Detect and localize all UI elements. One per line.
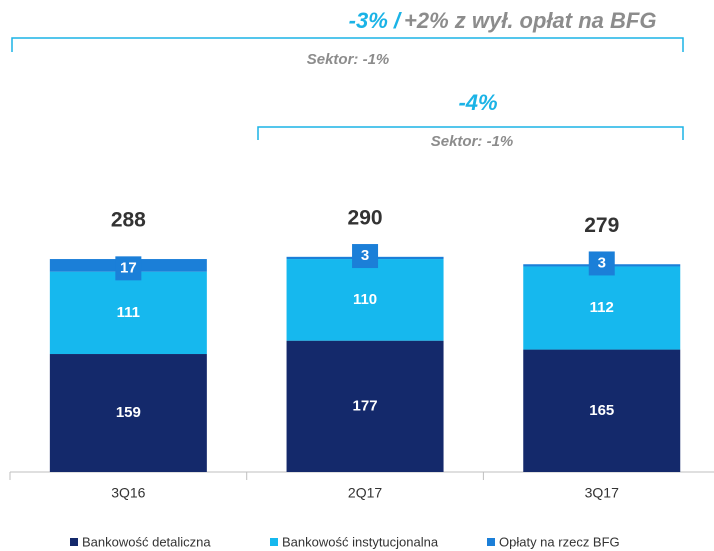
value-label: 17 bbox=[120, 259, 137, 276]
bracket bbox=[257, 126, 684, 140]
legend-label: Bankowość instytucjonalna bbox=[282, 534, 439, 549]
total-label: 290 bbox=[348, 206, 383, 229]
legend-label: Bankowość detaliczna bbox=[82, 534, 211, 549]
bracket bbox=[11, 37, 684, 52]
annotation: Sektor: -1% bbox=[307, 51, 390, 68]
bar-segment bbox=[286, 340, 444, 472]
total-label: 279 bbox=[584, 214, 619, 237]
bar-segment bbox=[523, 266, 681, 350]
annotation: +2% z wył. opłat na BFG bbox=[404, 8, 656, 33]
annotation: -4% bbox=[458, 90, 497, 115]
value-label: 111 bbox=[117, 304, 140, 321]
bar-segment bbox=[523, 349, 681, 472]
value-label: 110 bbox=[353, 291, 377, 308]
legend-swatch bbox=[70, 538, 78, 546]
annotation-text: +2% z wył. opłat na BFG bbox=[404, 8, 656, 33]
x-tick-label: 2Q17 bbox=[348, 485, 382, 501]
value-label: 165 bbox=[589, 402, 614, 419]
legend-swatch bbox=[270, 538, 278, 546]
annotation: -3% / bbox=[349, 8, 403, 33]
x-tick-label: 3Q16 bbox=[111, 485, 145, 501]
value-label: 3 bbox=[598, 254, 606, 271]
value-label: 112 bbox=[590, 299, 614, 316]
bar-segment bbox=[49, 354, 207, 472]
value-label: 159 bbox=[116, 404, 141, 421]
bar-segment bbox=[286, 259, 444, 341]
bar-segment bbox=[49, 271, 207, 355]
annotation: Sektor: -1% bbox=[431, 133, 514, 150]
label-box bbox=[115, 256, 142, 281]
label-box bbox=[588, 251, 615, 276]
value-label: 177 bbox=[353, 397, 378, 414]
total-label: 288 bbox=[111, 209, 146, 232]
legend-swatch bbox=[487, 538, 495, 546]
x-tick-label: 3Q17 bbox=[585, 485, 619, 501]
value-label: 3 bbox=[361, 247, 369, 264]
legend-label: Opłaty na rzecz BFG bbox=[499, 534, 620, 549]
label-box bbox=[352, 244, 379, 269]
